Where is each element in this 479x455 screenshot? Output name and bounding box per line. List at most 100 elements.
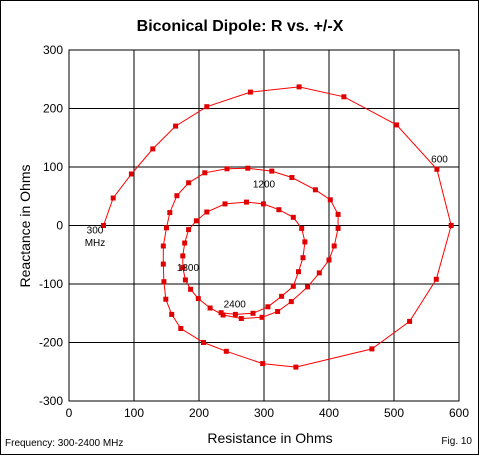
data-point	[232, 311, 238, 317]
data-point	[312, 187, 318, 193]
data-point	[188, 286, 194, 292]
data-point	[276, 207, 282, 213]
chart-title: Biconical Dipole: R vs. +/-X	[137, 18, 344, 35]
data-point	[269, 168, 275, 174]
data-point	[160, 243, 166, 249]
series-line	[103, 86, 452, 368]
data-point	[218, 310, 224, 316]
data-point	[296, 269, 301, 275]
data-point	[290, 283, 296, 289]
data-point	[290, 214, 296, 220]
data-point	[174, 193, 180, 199]
data-point	[369, 346, 375, 352]
data-point	[300, 255, 306, 261]
frequency-annotation: 300	[87, 226, 104, 237]
data-point	[204, 104, 210, 110]
data-point	[202, 170, 208, 176]
data-point	[178, 326, 184, 331]
data-point	[265, 304, 271, 310]
data-point	[244, 199, 249, 205]
data-point	[169, 311, 175, 317]
data-point	[327, 197, 333, 203]
frequency-annotation: 1200	[253, 179, 276, 190]
data-point	[182, 240, 188, 246]
data-point	[335, 225, 341, 231]
data-point	[296, 84, 302, 90]
frequency-footer: Frequency: 300-2400 MHz	[5, 438, 123, 449]
data-point	[247, 89, 253, 95]
data-point	[275, 309, 281, 314]
frequency-annotation: 600	[431, 154, 448, 165]
frequency-annotation: MHz	[85, 238, 106, 249]
data-point	[186, 227, 192, 233]
data-point	[302, 239, 308, 245]
data-point	[201, 340, 206, 345]
x-tick-label: 500	[384, 406, 404, 420]
data-point	[238, 316, 244, 321]
data-point	[407, 318, 413, 324]
data-point	[335, 211, 341, 217]
data-point	[394, 122, 400, 128]
x-tick-label: 600	[449, 406, 469, 420]
y-tick-label: -200	[39, 336, 63, 350]
x-axis-label: Resistance in Ohms	[207, 430, 332, 446]
data-point	[163, 296, 169, 302]
x-tick-label: 200	[189, 406, 209, 420]
data-point	[260, 361, 266, 367]
data-point	[279, 293, 285, 299]
data-point	[250, 310, 256, 316]
data-point	[160, 261, 166, 267]
data-point	[180, 253, 186, 259]
data-point	[223, 348, 229, 354]
figure-number: Fig. 10	[441, 436, 472, 447]
data-point	[195, 296, 201, 302]
y-tick-label: 100	[43, 160, 63, 174]
x-tick-label: 400	[319, 406, 339, 420]
series-layer	[101, 84, 454, 370]
y-axis-label: Reactance in Ohms	[17, 165, 33, 288]
y-tick-label: 300	[43, 43, 63, 57]
data-point	[305, 284, 311, 290]
data-point	[167, 210, 173, 216]
data-point	[164, 225, 169, 231]
data-point	[293, 364, 299, 370]
data-point	[207, 305, 213, 311]
data-point	[299, 225, 305, 231]
data-point	[180, 265, 186, 271]
y-tick-label: -100	[39, 277, 63, 291]
frequency-annotation: 2400	[224, 299, 247, 310]
x-tick-label: 300	[254, 406, 274, 420]
data-point	[448, 223, 454, 228]
data-point	[150, 146, 156, 152]
data-point	[161, 279, 167, 285]
data-point	[193, 218, 199, 224]
x-tick-label: 100	[124, 406, 144, 420]
y-tick-label: -300	[39, 394, 63, 408]
data-point	[434, 166, 440, 172]
data-point	[173, 123, 179, 129]
y-tick-label: 200	[43, 102, 63, 116]
data-point	[186, 180, 192, 186]
tick-labels: 0 100 200 300 400 500 600 300 200 100 0 -100 -200 -30…	[39, 43, 469, 420]
frequency-annotation: 1800	[177, 263, 200, 274]
data-point	[222, 201, 228, 207]
data-point	[260, 201, 266, 207]
data-point	[326, 257, 332, 263]
data-point	[245, 165, 251, 171]
data-point	[331, 243, 337, 249]
data-point	[341, 94, 347, 100]
data-point	[288, 299, 294, 305]
grid	[68, 49, 460, 402]
data-point	[259, 314, 265, 320]
data-point	[128, 171, 134, 177]
data-point	[110, 195, 116, 201]
data-point	[289, 175, 295, 180]
data-point	[316, 270, 322, 276]
data-point	[433, 276, 439, 282]
y-tick-label: 0	[56, 219, 63, 233]
data-point	[224, 166, 230, 172]
data-point	[204, 209, 210, 215]
